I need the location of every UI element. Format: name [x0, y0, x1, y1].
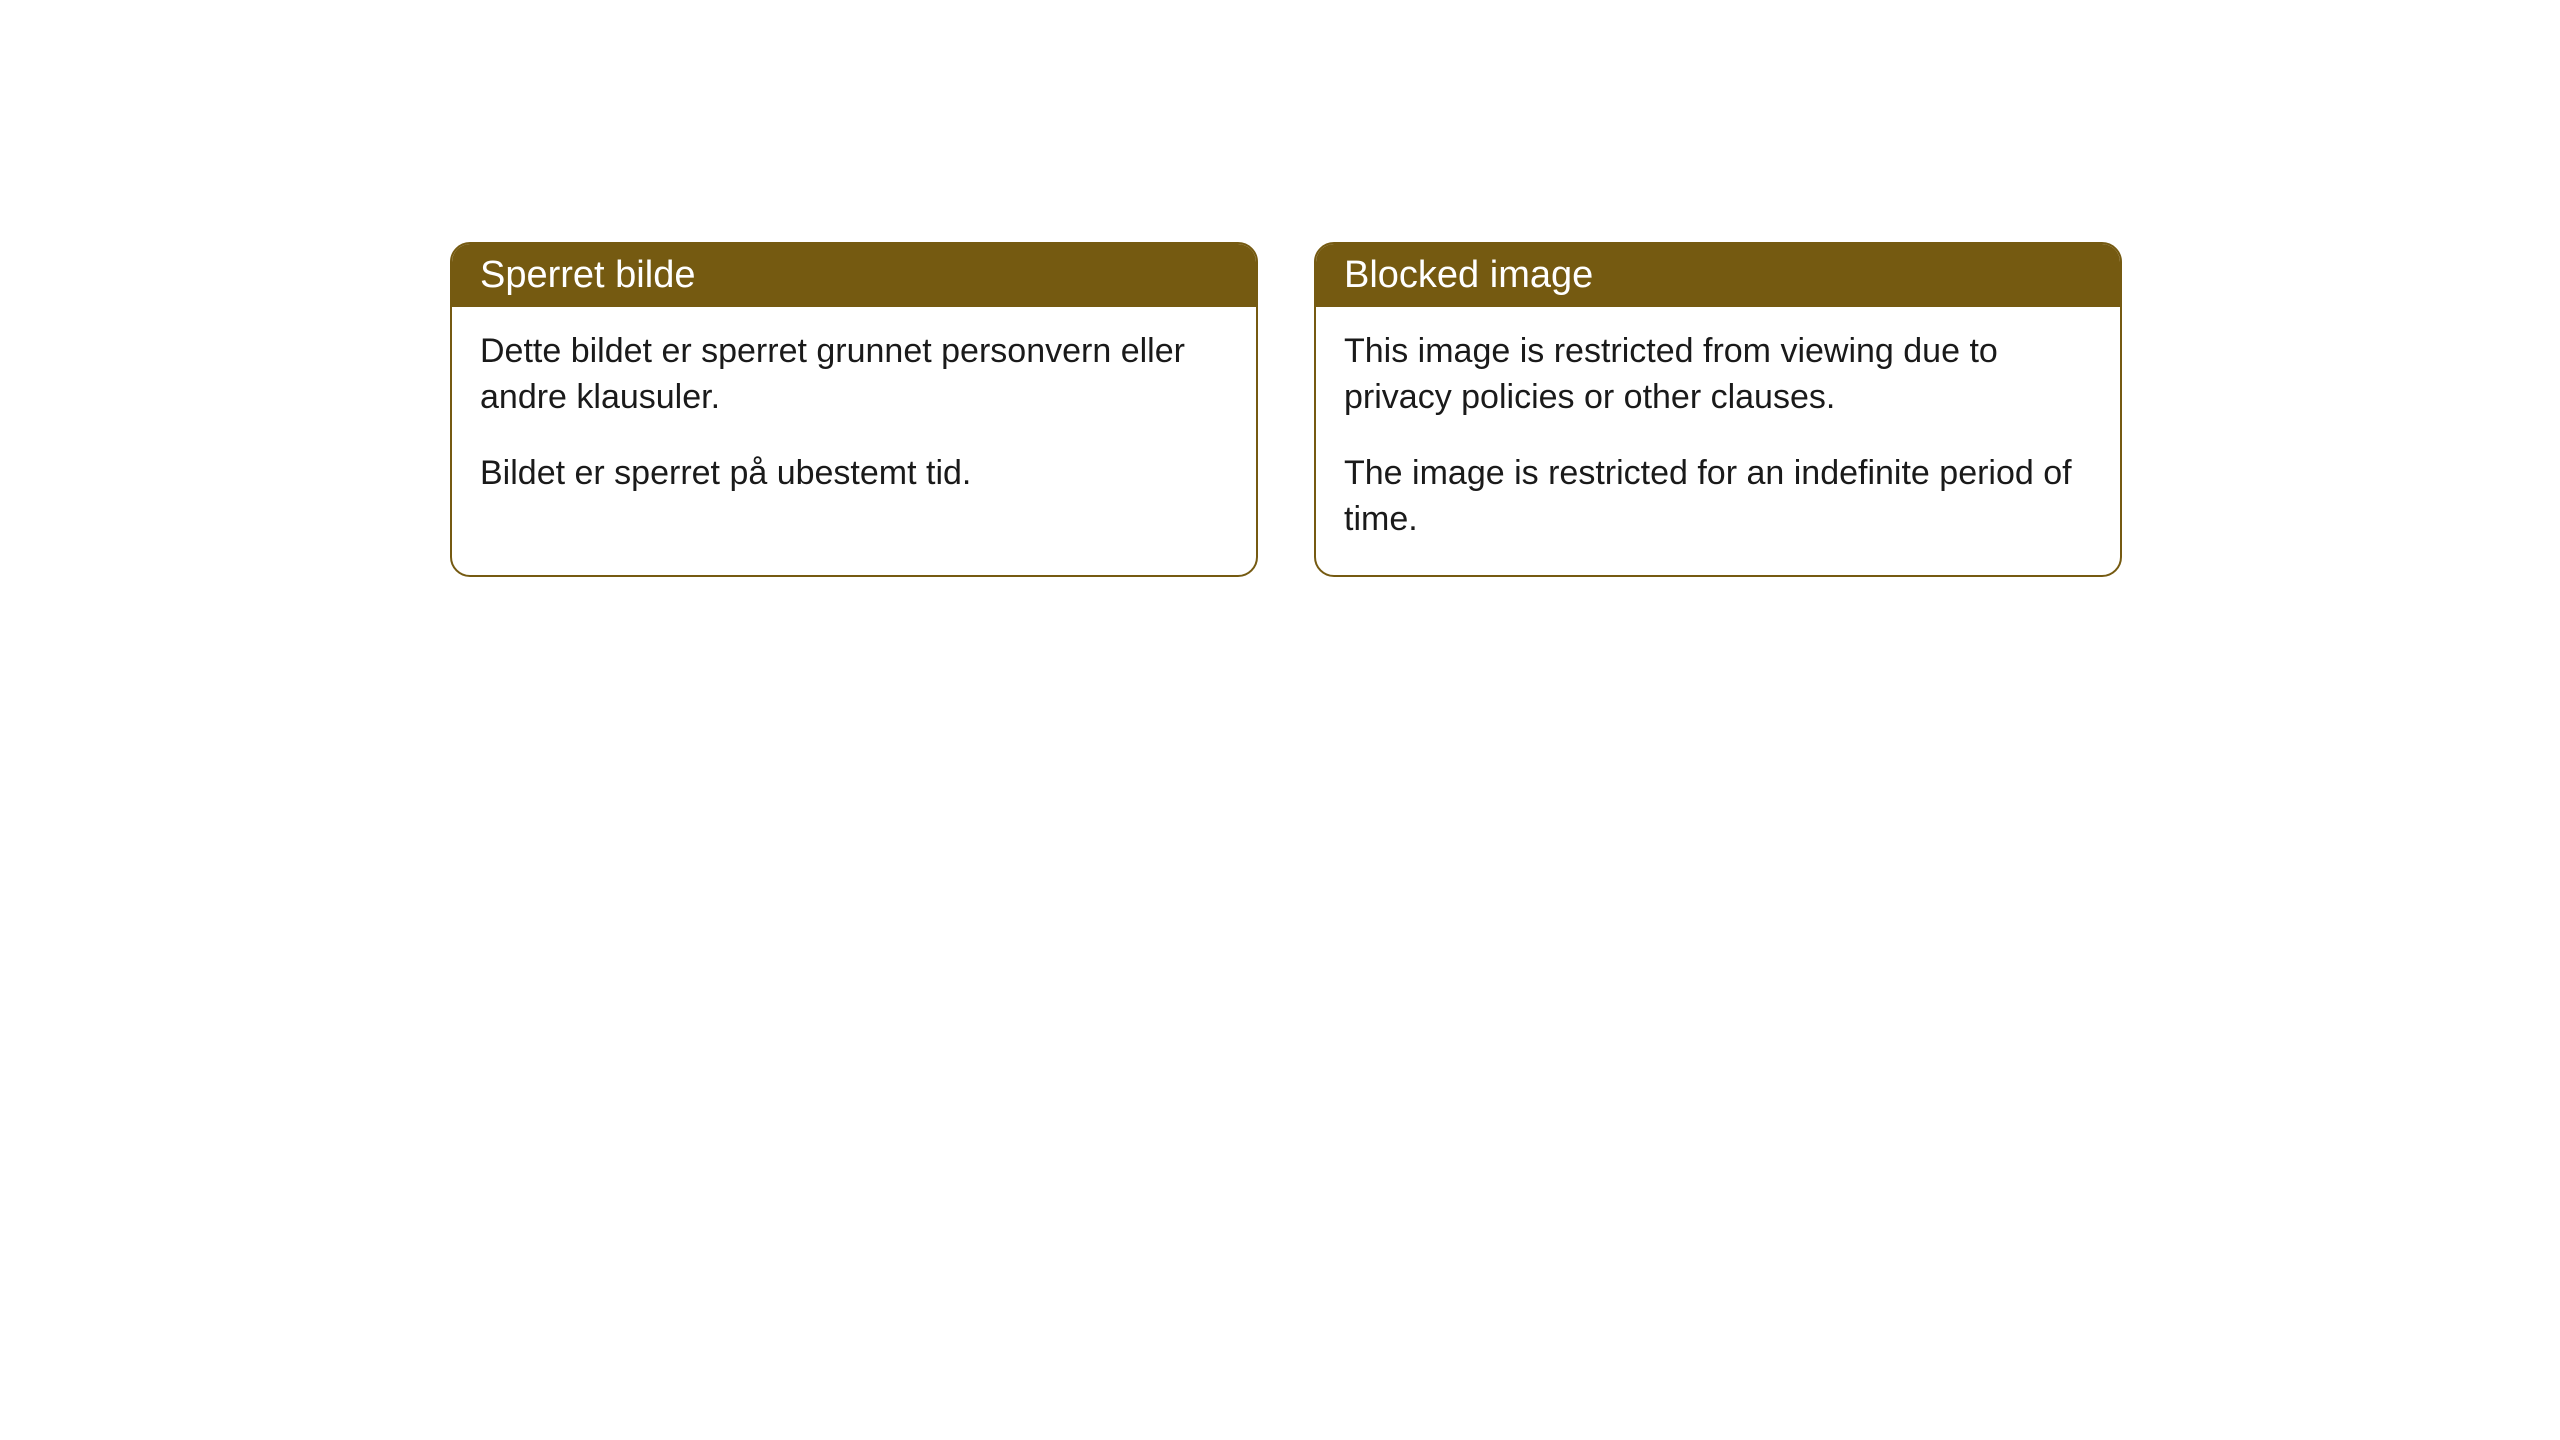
blocked-image-card-english: Blocked image This image is restricted f…: [1314, 242, 2122, 577]
blocked-image-card-norwegian: Sperret bilde Dette bildet er sperret gr…: [450, 242, 1258, 577]
card-body: This image is restricted from viewing du…: [1316, 307, 2120, 575]
card-paragraph-2: Bildet er sperret på ubestemt tid.: [480, 451, 1228, 497]
card-body: Dette bildet er sperret grunnet personve…: [452, 307, 1256, 529]
card-paragraph-1: This image is restricted from viewing du…: [1344, 329, 2092, 421]
card-header: Blocked image: [1316, 244, 2120, 307]
notice-cards-container: Sperret bilde Dette bildet er sperret gr…: [450, 242, 2122, 577]
card-paragraph-1: Dette bildet er sperret grunnet personve…: [480, 329, 1228, 421]
card-title: Sperret bilde: [480, 254, 695, 296]
card-title: Blocked image: [1344, 254, 1593, 296]
card-paragraph-2: The image is restricted for an indefinit…: [1344, 451, 2092, 543]
card-header: Sperret bilde: [452, 244, 1256, 307]
